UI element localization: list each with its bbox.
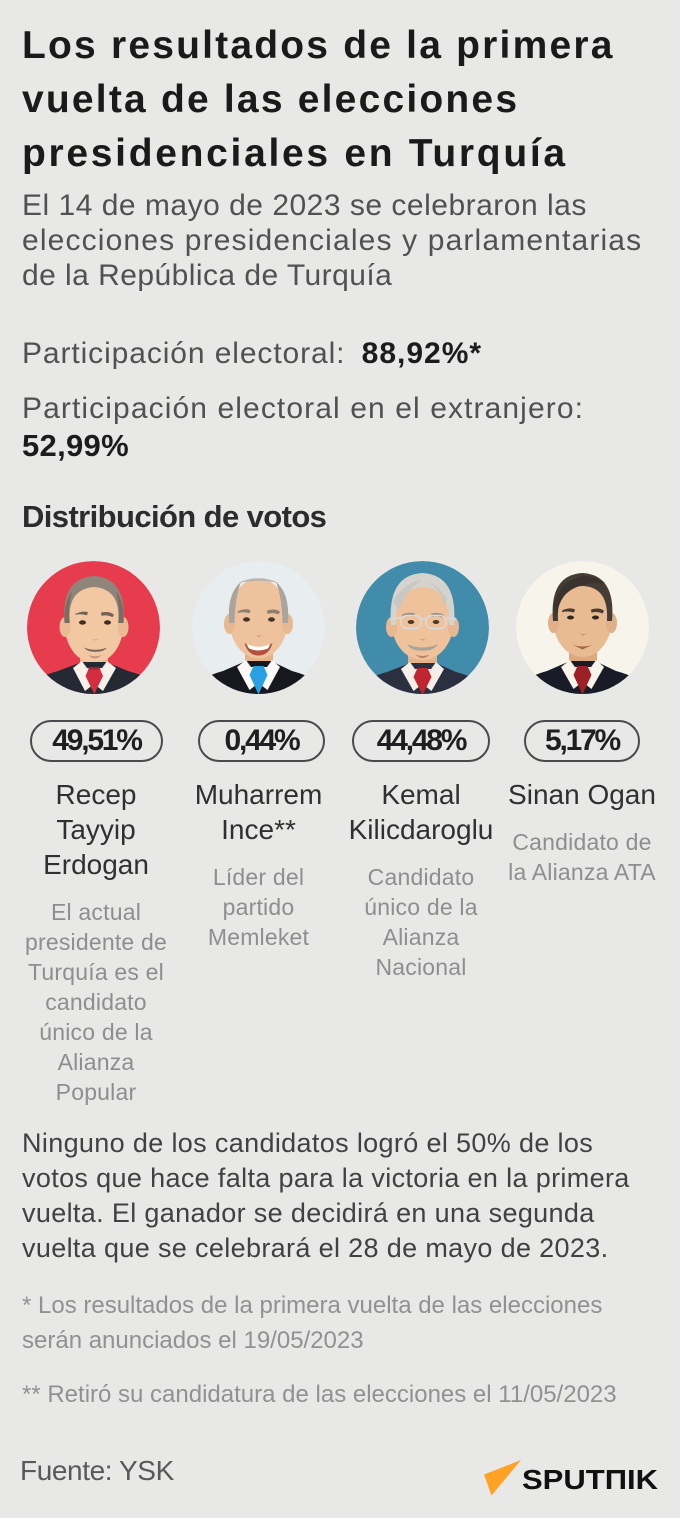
svg-text:SPUTПIK: SPUTПIK: [522, 1464, 658, 1495]
